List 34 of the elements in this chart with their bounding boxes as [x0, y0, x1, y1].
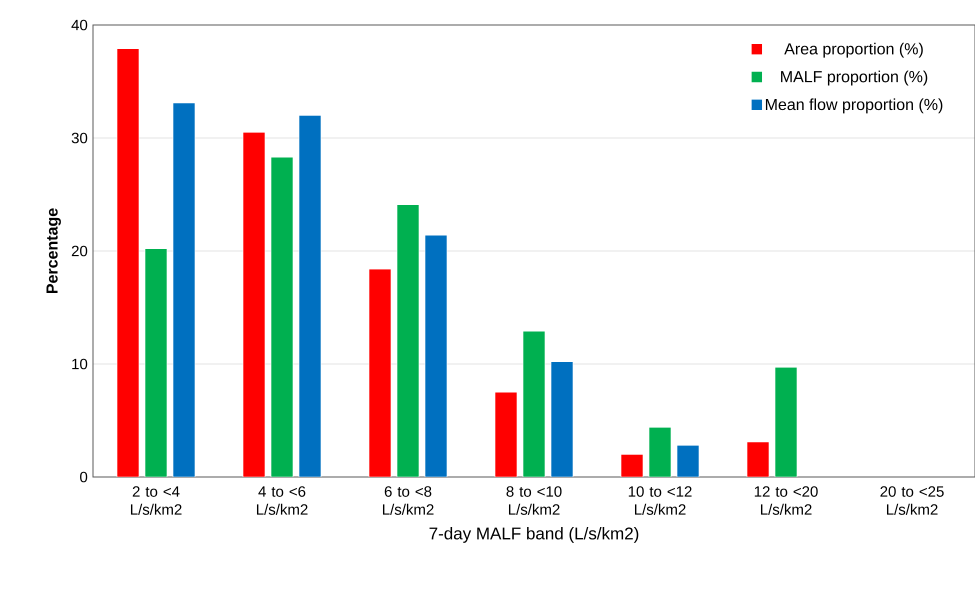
bar — [270, 156, 294, 477]
x-tick-label: 12 to <20 L/s/km2 — [754, 486, 818, 515]
bar — [144, 248, 168, 477]
bar — [494, 392, 518, 477]
x-tick-label: 20 to <25 L/s/km2 — [880, 486, 944, 515]
y-tick-label: 30 — [72, 132, 88, 144]
bar — [424, 234, 448, 477]
bar — [298, 115, 322, 477]
legend-label: Mean flow proportion (%) — [766, 98, 942, 114]
bar — [648, 426, 672, 477]
bar — [620, 454, 644, 477]
x-tick-label: 4 to <6 L/s/km2 — [256, 486, 308, 515]
y-axis-title: Percentage — [46, 208, 61, 294]
legend-label: Area proportion (%) — [784, 42, 923, 58]
bar — [368, 268, 392, 477]
bar — [116, 48, 140, 477]
x-axis-title: 7-day MALF band (L/s/km2) — [430, 527, 638, 543]
x-tick-label: 6 to <8 L/s/km2 — [382, 486, 434, 515]
bar — [242, 132, 266, 477]
bar — [396, 204, 420, 477]
bar — [172, 102, 196, 477]
x-tick-label: 2 to <4 L/s/km2 — [130, 486, 182, 515]
bar — [550, 361, 574, 477]
y-tick-label: 0 — [80, 472, 88, 482]
bar — [774, 367, 798, 477]
legend-label: MALF proportion (%) — [781, 70, 928, 86]
x-tick-label: 10 to <12 L/s/km2 — [628, 486, 692, 515]
y-tick-label: 10 — [72, 358, 88, 370]
x-tick-label: 8 to <10 L/s/km2 — [506, 486, 562, 515]
bar — [746, 442, 770, 477]
y-tick-label: 20 — [72, 246, 88, 256]
bar — [522, 330, 546, 477]
bar — [676, 445, 700, 477]
y-tick-label: 40 — [71, 20, 88, 30]
